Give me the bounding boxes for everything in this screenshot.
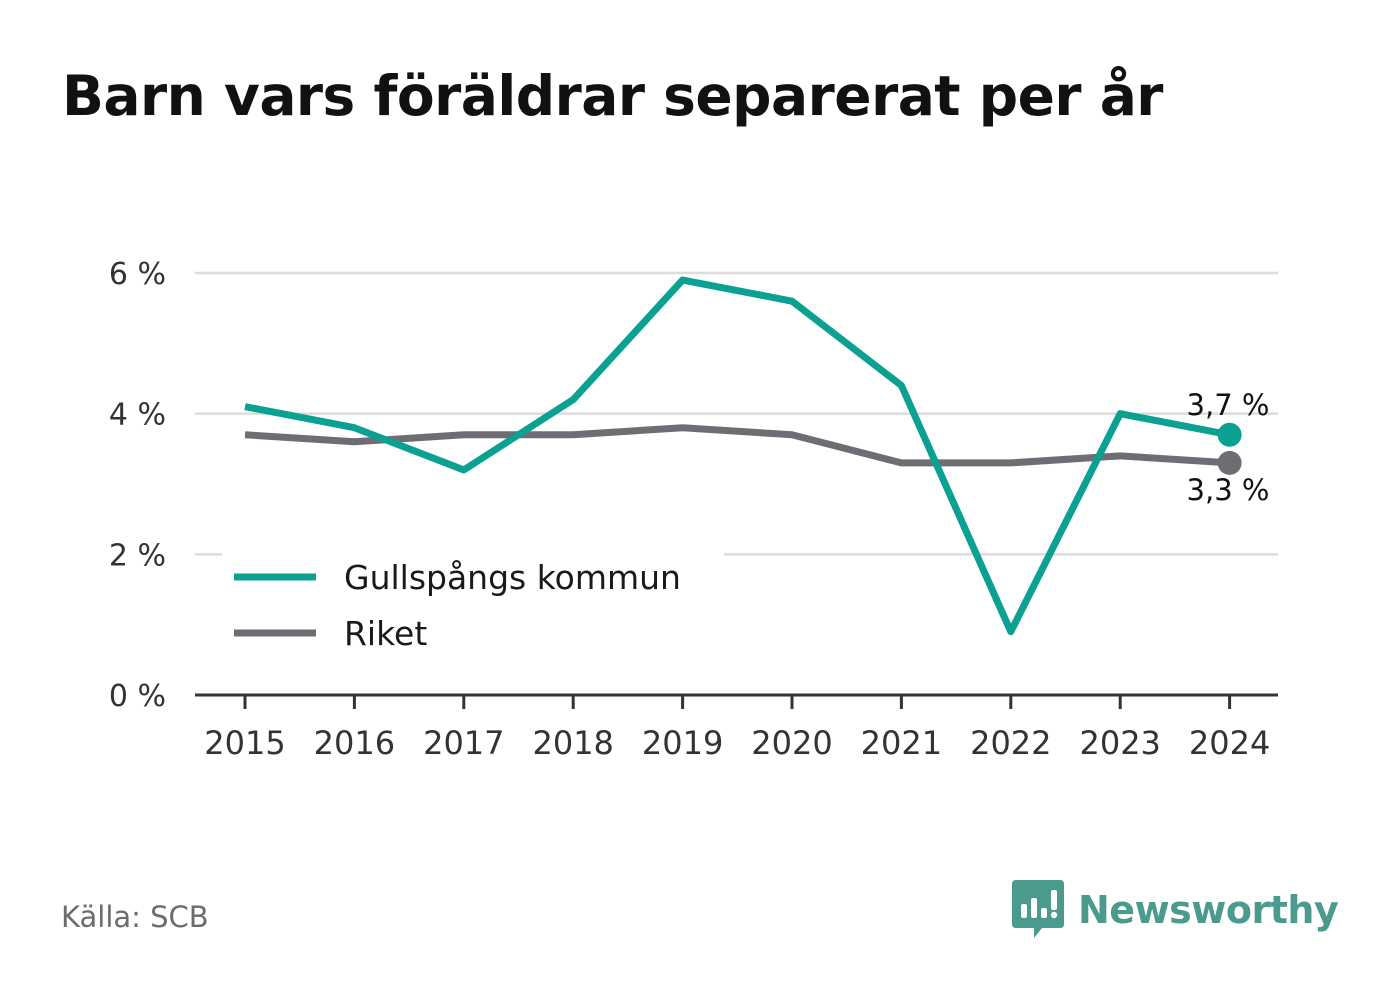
x-tick-label: 2023 bbox=[1079, 724, 1160, 762]
y-axis-ticks: 0 % 2 % 4 % 6 % bbox=[109, 257, 166, 714]
chart-title: Barn vars föräldrar separerat per år bbox=[62, 64, 1163, 128]
end-value-label: 3,3 % bbox=[1187, 473, 1270, 507]
y-tick-label: 6 % bbox=[109, 257, 166, 292]
x-tick-label: 2022 bbox=[970, 724, 1051, 762]
x-tick-label: 2021 bbox=[861, 724, 942, 762]
end-value-label: 3,7 % bbox=[1187, 388, 1270, 422]
x-tick-label: 2020 bbox=[751, 724, 832, 762]
x-tick-label: 2018 bbox=[532, 724, 613, 762]
legend-label: Riket bbox=[344, 614, 427, 653]
x-tick-label: 2016 bbox=[314, 724, 395, 762]
y-tick-label: 0 % bbox=[109, 679, 166, 714]
x-tick-label: 2019 bbox=[642, 724, 723, 762]
end-labels: 3,7 % 3,3 % bbox=[1187, 388, 1270, 507]
line-chart: 0 % 2 % 4 % 6 % 2015 2016 2017 2018 2019 2020 202… bbox=[109, 257, 1278, 762]
legend: Gullspångs kommun Riket bbox=[222, 549, 724, 664]
gridlines bbox=[195, 271, 1278, 556]
source-credit: Källa: SCB bbox=[61, 900, 209, 934]
brand-name: Newsworthy bbox=[1078, 888, 1339, 932]
brand-logo: Newsworthy bbox=[1012, 880, 1339, 940]
series-line bbox=[244, 276, 1231, 636]
series-end-marker bbox=[1217, 450, 1242, 475]
x-tick-label: 2015 bbox=[204, 724, 285, 762]
series-line bbox=[244, 424, 1230, 467]
x-axis: 2015 2016 2017 2018 2019 2020 2021 2022 2023 2024 bbox=[195, 693, 1278, 762]
y-tick-label: 4 % bbox=[109, 398, 166, 433]
x-tick-label: 2024 bbox=[1189, 724, 1270, 762]
x-tick-label: 2017 bbox=[423, 724, 504, 762]
newsworthy-logo-icon bbox=[1012, 880, 1064, 938]
y-tick-label: 2 % bbox=[109, 538, 166, 573]
series-lines bbox=[244, 276, 1242, 636]
legend-background bbox=[222, 549, 724, 664]
legend-label: Gullspångs kommun bbox=[344, 558, 681, 597]
series-end-marker bbox=[1217, 422, 1242, 447]
